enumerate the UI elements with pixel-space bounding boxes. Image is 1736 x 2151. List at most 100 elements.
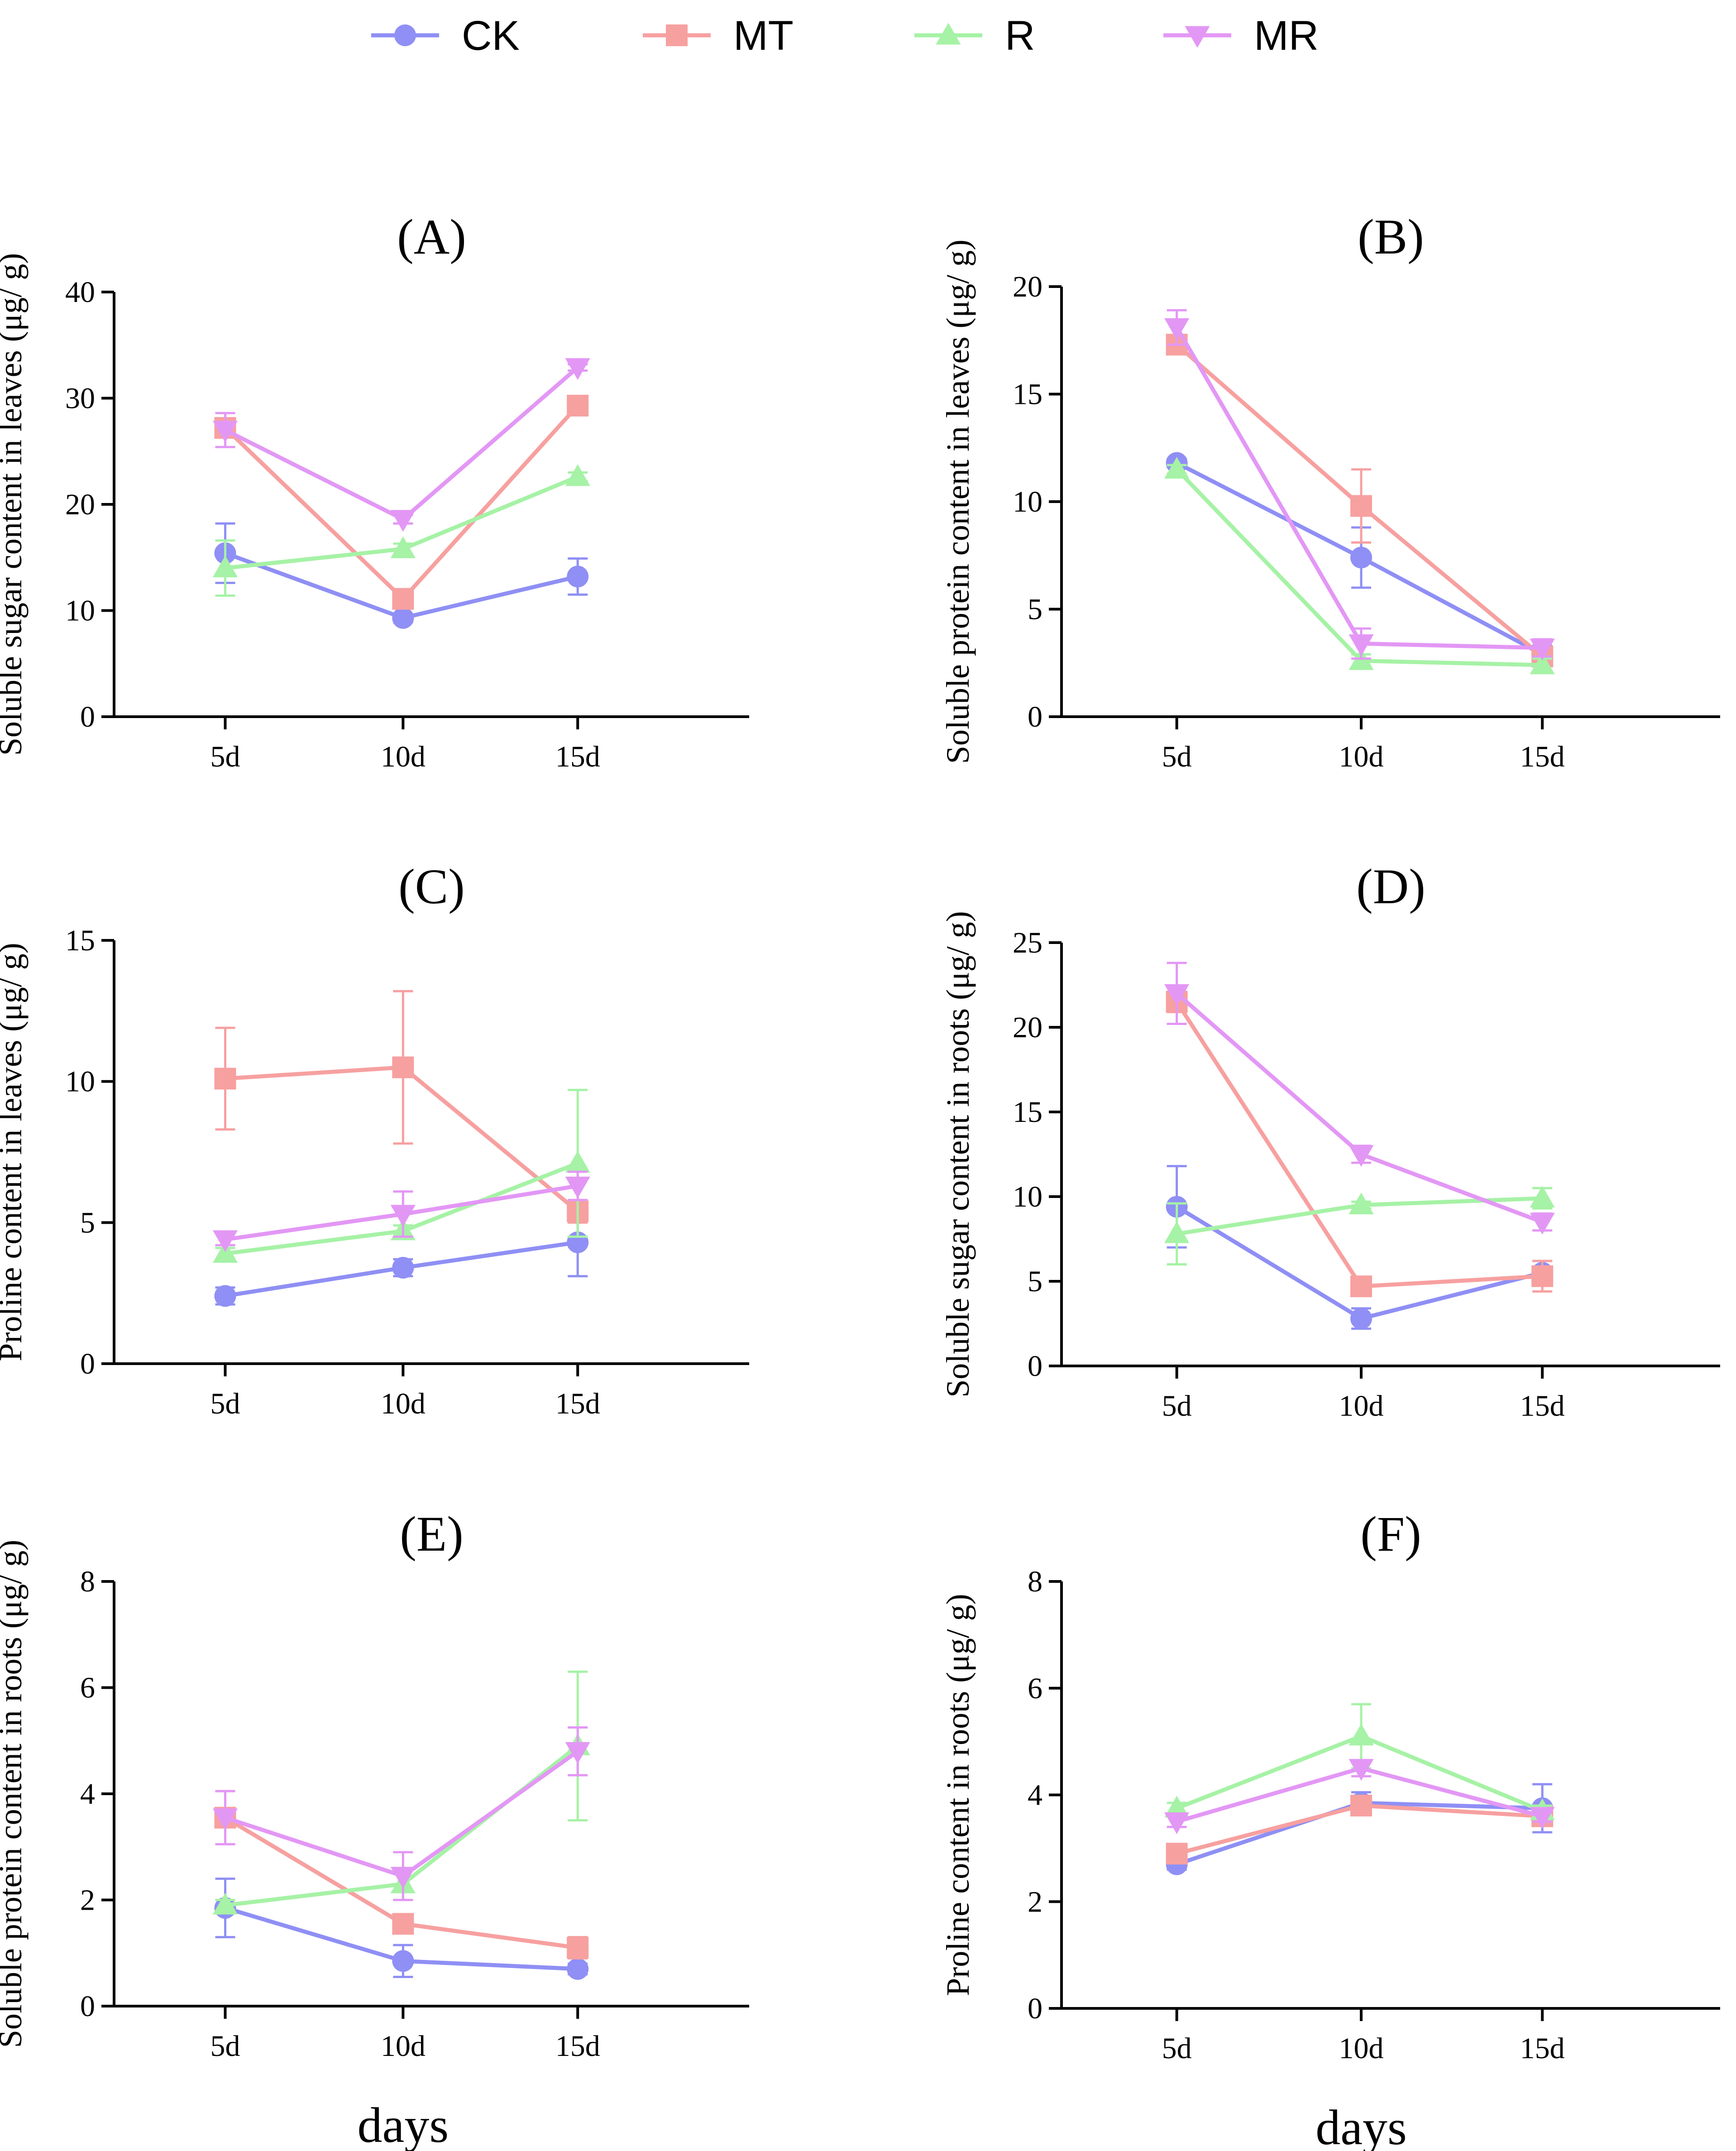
- y-tick-label-f-6: 6: [1028, 1672, 1043, 1705]
- x-tick-label-b-15d: 15d: [1520, 740, 1565, 773]
- y-tick-label-d-10: 10: [1013, 1180, 1043, 1213]
- y-tick-label-b-5: 5: [1028, 593, 1043, 626]
- series-e-mr: [212, 1726, 590, 1901]
- data-point-a-ck-2: [567, 565, 589, 588]
- chart-title-b: (B): [1358, 209, 1424, 264]
- x-tick-label-b-10d: 10d: [1339, 740, 1384, 773]
- y-axis-label-e: Soluble protein content in roots (μg/ g): [0, 1540, 29, 2048]
- y-tick-label-e-6: 6: [80, 1672, 95, 1705]
- x-tick-label-c-15d: 15d: [555, 1387, 600, 1420]
- series-d-mr: [1164, 962, 1555, 1235]
- y-tick-label-a-40: 40: [65, 276, 95, 309]
- x-tick-label-f-5d: 5d: [1162, 2032, 1192, 2065]
- y-tick-label-c-5: 5: [80, 1206, 95, 1239]
- y-axis-label-c: Proline content in leaves (μg/ g): [0, 943, 29, 1361]
- data-point-d-ck-1: [1350, 1308, 1373, 1330]
- data-point-b-r-0: [1164, 457, 1190, 479]
- legend: CK MT R MR: [371, 13, 1319, 59]
- chart-e: (E) 0 2 4 6 8 5d 10d 15d Soluble protein content …: [0, 1506, 749, 2151]
- series-line-e-mr: [225, 1749, 579, 1878]
- y-tick-label-a-0: 0: [80, 700, 95, 733]
- y-tick-label-d-15: 15: [1013, 1096, 1043, 1129]
- x-tick-label-c-5d: 5d: [210, 1387, 240, 1420]
- series-line-d-mt: [1175, 1001, 1543, 1289]
- y-tick-label-a-10: 10: [65, 594, 95, 628]
- data-point-e-r-0: [212, 1892, 238, 1915]
- data-point-b-ck-1: [1350, 546, 1373, 569]
- data-point-c-mt-1: [392, 1056, 414, 1078]
- y-tick-label-c-15: 15: [65, 924, 95, 957]
- x-tick-label-e-10d: 10d: [381, 2030, 426, 2063]
- x-tick-label-d-5d: 5d: [1162, 1389, 1192, 1423]
- data-point-b-mr-0: [1164, 318, 1190, 340]
- y-tick-label-e-8: 8: [80, 1565, 95, 1598]
- data-point-e-ck-2: [567, 1958, 589, 1980]
- chart-d: (D) 0 5 10 15 20 25 5d 10d 15d Soluble sugar conte…: [940, 859, 1720, 1423]
- y-tick-label-c-0: 0: [80, 1347, 95, 1380]
- y-axis-label-a: Soluble sugar content in leaves (μg/ g): [0, 253, 29, 756]
- series-c-mt: [214, 990, 589, 1224]
- legend-label-mr: MR: [1254, 13, 1319, 59]
- x-tick-label-a-10d: 10d: [381, 740, 426, 773]
- x-axis-label-e: days: [358, 2098, 449, 2151]
- data-point-d-mr-0: [1164, 984, 1190, 1006]
- series-b-mt: [1166, 334, 1554, 667]
- series-b-mr: [1164, 309, 1555, 661]
- data-point-a-r-2: [565, 464, 590, 486]
- chart-title-a: (A): [397, 209, 466, 264]
- data-point-c-mt-0: [214, 1068, 236, 1090]
- data-point-f-mr-2: [1530, 1807, 1555, 1829]
- data-point-e-mr-1: [390, 1867, 416, 1889]
- x-tick-label-d-15d: 15d: [1520, 1389, 1565, 1423]
- data-point-d-r-0: [1164, 1221, 1190, 1243]
- x-tick-label-b-5d: 5d: [1162, 740, 1192, 773]
- series-a-mr: [212, 358, 590, 532]
- data-point-e-mr-0: [212, 1808, 238, 1830]
- chart-title-e: (E): [400, 1506, 463, 1562]
- legend-marker-r: [936, 23, 961, 45]
- data-point-c-ck-0: [214, 1285, 236, 1307]
- y-tick-label-b-15: 15: [1013, 378, 1043, 411]
- chart-title-c: (C): [398, 859, 465, 914]
- data-point-c-r-2: [565, 1150, 590, 1173]
- data-point-f-mr-1: [1349, 1759, 1374, 1781]
- y-tick-label-f-2: 2: [1028, 1885, 1043, 1918]
- x-tick-label-c-10d: 10d: [381, 1387, 426, 1420]
- series-f-mr: [1164, 1759, 1555, 1835]
- x-tick-label-a-15d: 15d: [555, 740, 600, 773]
- legend-item-mr: MR: [1163, 13, 1319, 59]
- chart-title-f: (F): [1360, 1506, 1421, 1562]
- series-b-ck: [1166, 452, 1554, 666]
- chart-b: (B) 0 5 10 15 20 5d 10d 15d Soluble protein conte…: [940, 209, 1720, 773]
- series-line-b-mr: [1175, 326, 1543, 650]
- data-point-b-mt-1: [1350, 495, 1373, 517]
- data-point-d-r-1: [1349, 1193, 1374, 1215]
- legend-marker-mr: [1185, 26, 1210, 48]
- chart-a: (A) 0 10 20 30 40 5d 10d 15d Soluble sugar conten…: [0, 209, 749, 773]
- series-d-r: [1164, 1186, 1555, 1266]
- x-axis-label-f: days: [1315, 2100, 1407, 2151]
- y-tick-label-e-4: 4: [80, 1777, 95, 1811]
- y-axis-label-d: Soluble sugar content in roots (μg/ g): [940, 911, 976, 1397]
- data-point-a-r-1: [390, 536, 416, 558]
- x-tick-label-f-10d: 10d: [1339, 2032, 1384, 2065]
- data-point-e-mr-2: [565, 1742, 590, 1764]
- data-point-e-ck-1: [392, 1950, 414, 1972]
- y-tick-label-f-4: 4: [1028, 1779, 1043, 1812]
- data-point-b-r-2: [1530, 652, 1555, 675]
- data-point-f-r-1: [1349, 1724, 1374, 1746]
- y-tick-label-a-30: 30: [65, 382, 95, 415]
- series-c-mr: [212, 1170, 590, 1252]
- data-point-d-mr-1: [1349, 1145, 1374, 1167]
- chart-title-d: (D): [1356, 859, 1425, 914]
- y-tick-label-d-0: 0: [1028, 1350, 1043, 1383]
- y-tick-label-b-10: 10: [1013, 485, 1043, 518]
- data-point-f-mr-0: [1164, 1812, 1190, 1835]
- data-point-c-mr-0: [212, 1230, 238, 1252]
- data-point-c-ck-1: [392, 1257, 414, 1279]
- data-point-f-r-0: [1164, 1796, 1190, 1818]
- data-point-a-mr-2: [565, 358, 590, 380]
- series-line-d-mr: [1175, 992, 1543, 1224]
- series-a-mt: [214, 394, 589, 610]
